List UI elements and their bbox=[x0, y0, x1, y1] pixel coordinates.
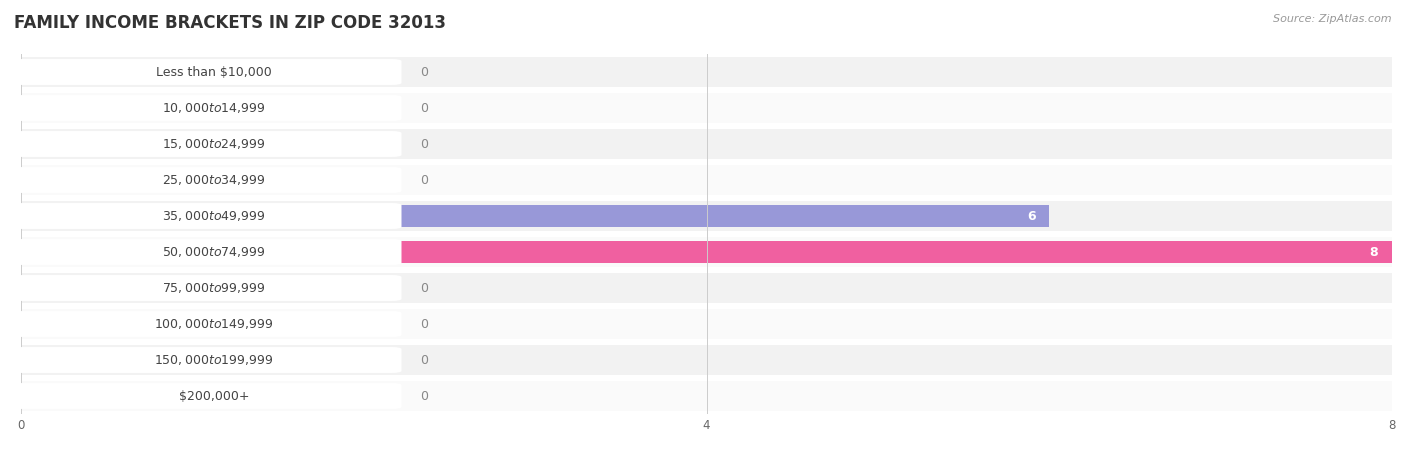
Bar bbox=[21, 165, 1392, 195]
Text: Less than $10,000: Less than $10,000 bbox=[156, 66, 271, 78]
Bar bbox=[21, 201, 1392, 231]
Text: 0: 0 bbox=[420, 354, 429, 366]
Text: 0: 0 bbox=[420, 318, 429, 330]
Text: 0: 0 bbox=[420, 138, 429, 150]
Text: $15,000 to $24,999: $15,000 to $24,999 bbox=[162, 137, 266, 151]
FancyBboxPatch shape bbox=[13, 131, 402, 157]
Text: 0: 0 bbox=[420, 390, 429, 402]
FancyBboxPatch shape bbox=[13, 239, 402, 265]
Text: FAMILY INCOME BRACKETS IN ZIP CODE 32013: FAMILY INCOME BRACKETS IN ZIP CODE 32013 bbox=[14, 14, 446, 32]
Bar bbox=[21, 349, 115, 371]
Text: $75,000 to $99,999: $75,000 to $99,999 bbox=[162, 281, 266, 295]
Bar bbox=[21, 345, 1392, 375]
FancyBboxPatch shape bbox=[13, 311, 402, 337]
Bar bbox=[21, 241, 1392, 263]
Bar bbox=[21, 93, 1392, 123]
FancyBboxPatch shape bbox=[13, 95, 402, 121]
Text: 0: 0 bbox=[420, 102, 429, 114]
Bar bbox=[21, 97, 115, 119]
Bar bbox=[21, 169, 115, 191]
Text: $100,000 to $149,999: $100,000 to $149,999 bbox=[155, 317, 274, 331]
Bar bbox=[21, 313, 115, 335]
Bar bbox=[21, 385, 115, 407]
Text: $25,000 to $34,999: $25,000 to $34,999 bbox=[162, 173, 266, 187]
Text: Source: ZipAtlas.com: Source: ZipAtlas.com bbox=[1274, 14, 1392, 23]
Bar bbox=[21, 57, 1392, 87]
Text: $50,000 to $74,999: $50,000 to $74,999 bbox=[162, 245, 266, 259]
Text: $35,000 to $49,999: $35,000 to $49,999 bbox=[162, 209, 266, 223]
Bar bbox=[21, 205, 1049, 227]
Text: 0: 0 bbox=[420, 282, 429, 294]
Text: 0: 0 bbox=[420, 66, 429, 78]
Bar bbox=[21, 381, 1392, 411]
Text: 6: 6 bbox=[1026, 210, 1035, 222]
Bar bbox=[21, 133, 115, 155]
Text: $150,000 to $199,999: $150,000 to $199,999 bbox=[155, 353, 274, 367]
FancyBboxPatch shape bbox=[13, 383, 402, 409]
Text: 0: 0 bbox=[420, 174, 429, 186]
Bar bbox=[21, 237, 1392, 267]
FancyBboxPatch shape bbox=[13, 59, 402, 85]
Bar bbox=[21, 273, 1392, 303]
Text: $200,000+: $200,000+ bbox=[179, 390, 249, 402]
Text: $10,000 to $14,999: $10,000 to $14,999 bbox=[162, 101, 266, 115]
Bar bbox=[21, 61, 115, 83]
Bar bbox=[21, 277, 115, 299]
FancyBboxPatch shape bbox=[13, 203, 402, 229]
Bar bbox=[21, 129, 1392, 159]
FancyBboxPatch shape bbox=[13, 275, 402, 301]
FancyBboxPatch shape bbox=[13, 167, 402, 193]
Text: 8: 8 bbox=[1369, 246, 1378, 258]
Bar bbox=[21, 309, 1392, 339]
Bar bbox=[21, 205, 115, 227]
FancyBboxPatch shape bbox=[13, 347, 402, 373]
Bar bbox=[21, 241, 115, 263]
